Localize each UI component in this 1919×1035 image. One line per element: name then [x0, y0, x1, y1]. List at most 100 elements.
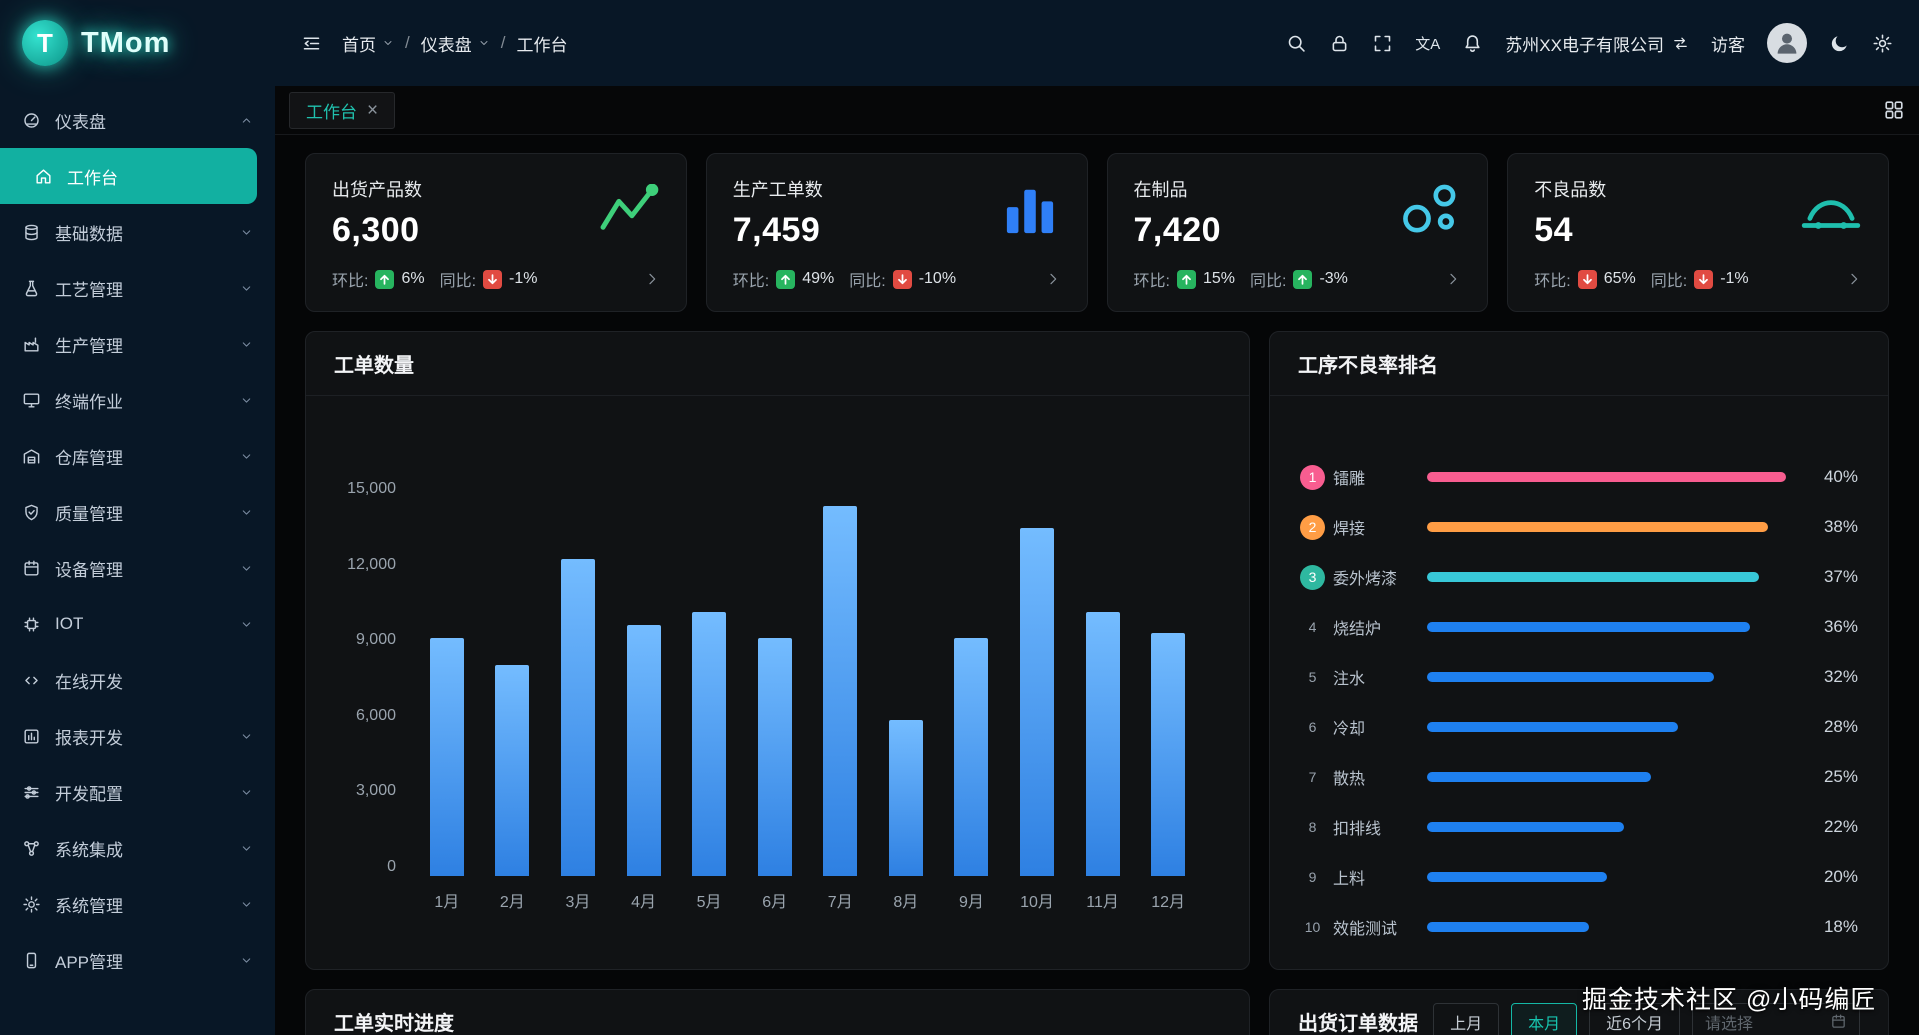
moon-icon[interactable]: [1829, 33, 1850, 54]
line-chart-icon: [598, 184, 660, 236]
rank-bar-track: [1427, 522, 1786, 532]
database-icon: [22, 223, 41, 242]
stat-card-wip[interactable]: 在制品 7,420 环比: 15% 同比: -3%: [1106, 153, 1489, 312]
sidebar-item-label: 系统管理: [55, 896, 123, 916]
mom-label: 环比:: [1133, 273, 1170, 290]
rank-badge: 5: [1308, 669, 1317, 685]
mom-label: 环比:: [1534, 273, 1571, 290]
bar-group: 6月: [742, 638, 808, 911]
bar-9月: [954, 638, 989, 876]
mom-value: 49%: [802, 270, 835, 287]
sidebar-item-warehouse-mgmt[interactable]: 仓库管理: [0, 428, 275, 484]
sidebar-item-dashboard[interactable]: 仪表盘: [0, 92, 275, 148]
y-tick: 0: [387, 857, 396, 875]
lock-icon[interactable]: [1329, 33, 1350, 54]
fullscreen-icon[interactable]: [1372, 33, 1393, 54]
trend-down-icon: [1577, 269, 1597, 289]
chevron-down-icon: [240, 786, 253, 799]
close-icon[interactable]: ×: [367, 99, 379, 121]
sidebar-item-report-dev[interactable]: 报表开发: [0, 708, 275, 764]
breadcrumb-home[interactable]: 首页: [342, 31, 394, 56]
period-last-month[interactable]: 上月: [1433, 1002, 1500, 1035]
bar-8月: [888, 720, 923, 876]
sidebar-item-app-mgmt[interactable]: APP管理: [0, 932, 275, 988]
y-axis: 15,000 12,000 9,000 6,000 3,000 0: [332, 480, 396, 876]
yoy-value: -1%: [1720, 270, 1749, 287]
trend-up-icon: [375, 269, 395, 289]
rank-percent: 20%: [1823, 867, 1858, 886]
chevron-right-icon[interactable]: [644, 271, 660, 287]
chevron-right-icon[interactable]: [1846, 271, 1862, 287]
sidebar-item-quality-mgmt[interactable]: 质量管理: [0, 484, 275, 540]
avatar[interactable]: [1767, 23, 1807, 63]
breadcrumb-workbench[interactable]: 工作台: [516, 31, 567, 56]
gear-icon[interactable]: [1872, 33, 1893, 54]
layout-grid-icon[interactable]: [1883, 99, 1905, 121]
x-tick: 1月: [434, 894, 460, 911]
yoy-label: 同比:: [849, 273, 886, 290]
sidebar-item-terminal-ops[interactable]: 终端作业: [0, 372, 275, 428]
stat-card-meta: 环比: 49% 同比: -10%: [733, 267, 1061, 291]
chevron-right-icon[interactable]: [1045, 271, 1061, 287]
rank-percent: 40%: [1823, 467, 1858, 486]
stat-card-shipped-products[interactable]: 出货产品数 6,300 环比: 6% 同比: -1%: [305, 153, 687, 312]
sidebar-item-process-mgmt[interactable]: 工艺管理: [0, 260, 275, 316]
main-content: 工作台 × 出货产品数 6,300 环比: 6% 同比: -1% 生产工单数 7…: [275, 86, 1919, 1035]
date-select[interactable]: 请选择: [1692, 1002, 1860, 1035]
breadcrumb-dashboard[interactable]: 仪表盘: [421, 31, 490, 56]
bar-group: 1月: [414, 638, 480, 911]
mom-value: 65%: [1603, 270, 1636, 287]
company-switcher[interactable]: 苏州XX电子有限公司: [1505, 31, 1689, 56]
breadcrumb-label: 首页: [342, 35, 376, 55]
stat-card-defective-products[interactable]: 不良品数 54 环比: 65% 同比: -1%: [1507, 153, 1889, 312]
rank-label: 冷却: [1333, 721, 1366, 738]
shipment-controls: 上月 本月 近6个月 请选择: [1433, 1002, 1860, 1035]
sidebar-item-production-mgmt[interactable]: 生产管理: [0, 316, 275, 372]
tab-workbench[interactable]: 工作台 ×: [289, 91, 396, 129]
monitor-icon: [22, 391, 41, 410]
chevron-right-icon[interactable]: [1445, 271, 1461, 287]
rank-badge: 1: [1300, 464, 1325, 490]
rank-bar: [1427, 822, 1625, 832]
calendar-icon: [1830, 1013, 1847, 1030]
collapse-menu-icon[interactable]: [301, 33, 322, 54]
rank-badge: 2: [1300, 514, 1325, 540]
rank-label: 注水: [1333, 671, 1366, 688]
sidebar-item-base-data[interactable]: 基础数据: [0, 204, 275, 260]
sidebar-item-iot[interactable]: IOT: [0, 596, 275, 652]
progress-card-header: 工单实时进度: [306, 990, 1249, 1035]
logo[interactable]: T TMom: [0, 0, 275, 86]
visitor-label[interactable]: 访客: [1711, 35, 1745, 55]
mom-value: 6%: [401, 270, 425, 287]
bell-icon[interactable]: [1462, 33, 1483, 54]
y-tick: 9,000: [355, 631, 396, 649]
sidebar-item-system-mgmt[interactable]: 系统管理: [0, 876, 275, 932]
rank-bar: [1427, 622, 1751, 632]
sidebar-item-dev-config[interactable]: 开发配置: [0, 764, 275, 820]
progress-title: 工单实时进度: [334, 1013, 454, 1035]
shield-icon: [22, 503, 41, 522]
stat-card-work-orders[interactable]: 生产工单数 7,459 环比: 49% 同比: -10%: [705, 153, 1088, 312]
sidebar-subitem-workbench[interactable]: 工作台: [0, 148, 257, 204]
translate-icon[interactable]: 文A: [1415, 35, 1441, 53]
date-select-placeholder: 请选择: [1705, 1015, 1754, 1033]
sidebar-item-label: 报表开发: [55, 728, 123, 748]
x-tick: 2月: [499, 894, 525, 911]
sidebar-item-equipment-mgmt[interactable]: 设备管理: [0, 540, 275, 596]
sidebar-item-system-integration[interactable]: 系统集成: [0, 820, 275, 876]
chevron-down-icon: [240, 898, 253, 911]
dashboard-icon: [22, 111, 41, 130]
trend-up-icon: [776, 269, 796, 289]
period-last-6-months[interactable]: 近6个月: [1589, 1002, 1680, 1035]
bar-7月: [823, 506, 858, 876]
sidebar-item-online-dev[interactable]: 在线开发: [0, 652, 275, 708]
bar-group: 4月: [611, 625, 677, 911]
sidebar-item-label: 工艺管理: [55, 280, 123, 300]
gear-icon: [22, 895, 41, 914]
search-icon[interactable]: [1286, 33, 1307, 54]
mom-label: 环比:: [332, 273, 369, 290]
flask-icon: [22, 279, 41, 298]
period-this-month[interactable]: 本月: [1511, 1002, 1578, 1035]
sidebar-item-label: 设备管理: [55, 560, 123, 580]
rank-label: 效能测试: [1333, 921, 1398, 938]
